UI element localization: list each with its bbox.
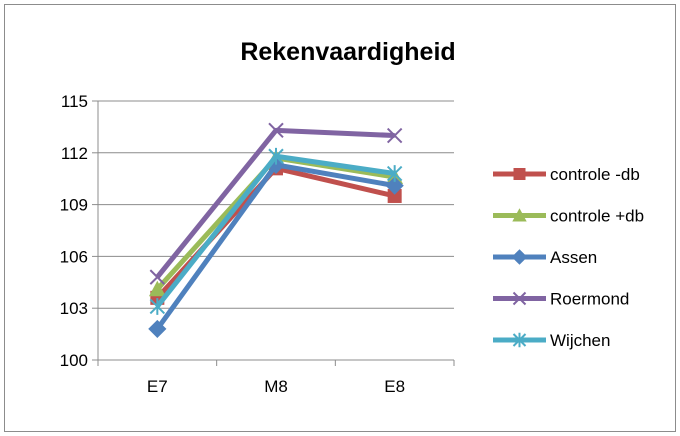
legend-label: Roermond xyxy=(550,290,629,309)
data-point xyxy=(387,188,402,203)
data-point xyxy=(149,298,166,315)
y-tick-label: 115 xyxy=(61,92,88,111)
series-assen xyxy=(148,155,404,339)
y-tick-label: 106 xyxy=(60,247,88,266)
data-point xyxy=(386,165,403,182)
data-point xyxy=(513,168,526,180)
data-point xyxy=(268,122,284,139)
series-wijchen xyxy=(149,147,403,315)
data-point xyxy=(148,280,166,297)
data-point xyxy=(149,269,166,285)
legend-label: controle -db xyxy=(550,165,640,184)
legend: controle -db controle +db Assen Roermond Wij… xyxy=(493,165,644,350)
legend-label: Assen xyxy=(550,248,597,267)
data-point xyxy=(512,208,527,222)
series-roermond xyxy=(149,122,403,285)
data-point xyxy=(148,319,167,339)
legend-item: Assen xyxy=(493,248,597,267)
y-tick-label: 109 xyxy=(60,196,88,215)
y-tick-label: 100 xyxy=(60,351,88,370)
chart-area xyxy=(4,4,676,432)
data-point xyxy=(268,147,284,165)
data-point xyxy=(385,176,404,195)
legend-item: Roermond xyxy=(493,290,629,309)
data-point xyxy=(512,291,527,306)
legend-label: Wijchen xyxy=(550,331,610,350)
legend-item: controle +db xyxy=(493,207,644,226)
data-point xyxy=(512,332,527,348)
series-lines xyxy=(148,122,404,339)
x-tick-label: E7 xyxy=(147,377,168,396)
data-point xyxy=(386,127,403,144)
legend-item: controle -db xyxy=(493,165,640,184)
x-tick-label: E8 xyxy=(384,377,405,396)
chart-title: Rekenvaardigheid xyxy=(240,38,455,66)
y-tick-labels: 100 103 106 109 112 115 xyxy=(60,92,88,370)
legend-item: Wijchen xyxy=(493,331,610,350)
y-tick-label: 103 xyxy=(60,299,88,318)
x-tick-labels: E7 M8 E8 xyxy=(147,377,405,396)
y-tick-label: 112 xyxy=(61,144,88,163)
data-point xyxy=(511,249,528,265)
legend-label: controle +db xyxy=(550,207,644,226)
axes xyxy=(97,101,455,366)
x-tick-label: M8 xyxy=(264,377,288,396)
